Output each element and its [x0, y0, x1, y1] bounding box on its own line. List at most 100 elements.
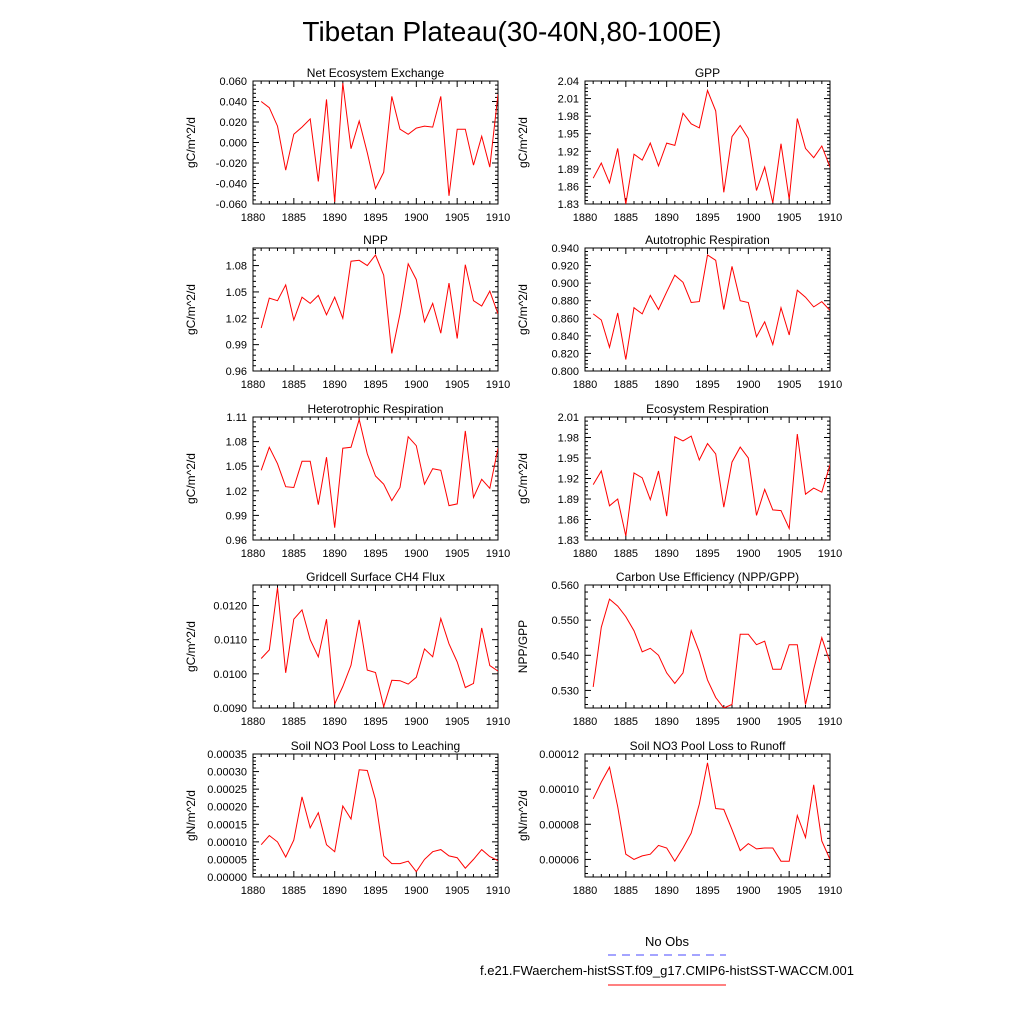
plot-frame: [252, 80, 499, 205]
y-tick-label: 0.96: [226, 535, 247, 547]
y-tick-label: 1.86: [558, 181, 579, 193]
x-tick-label: 1890: [322, 716, 346, 728]
y-axis-label: gC/m^2/d: [184, 284, 198, 335]
y-tick-label: 0.00000: [207, 872, 247, 884]
y-tick-label: -0.060: [216, 199, 247, 211]
x-tick-label: 1900: [736, 885, 760, 897]
x-tick-label: 1895: [363, 548, 387, 560]
x-tick-label: 1880: [241, 212, 265, 224]
y-tick-label: 1.02: [226, 313, 247, 325]
y-tick-label: 0.00010: [539, 784, 579, 796]
x-tick-label: 1885: [282, 885, 306, 897]
y-tick-label: 0.560: [551, 580, 579, 592]
x-tick-label: 1885: [282, 548, 306, 560]
x-tick-label: 1910: [486, 885, 510, 897]
panel-title: GPP: [695, 66, 720, 80]
y-tick-label: 0.00025: [207, 784, 247, 796]
x-tick-label: 1890: [654, 885, 678, 897]
y-tick-label: 0.0120: [213, 601, 247, 613]
plot-frame: [584, 753, 831, 878]
x-tick-label: 1890: [654, 716, 678, 728]
x-tick-label: 1905: [777, 716, 801, 728]
y-tick-label: 2.04: [558, 76, 579, 88]
x-tick-label: 1880: [573, 212, 597, 224]
x-tick-label: 1885: [282, 212, 306, 224]
y-tick-label: 0.550: [551, 615, 579, 627]
plot-frame: [252, 416, 499, 541]
y-tick-label: 1.95: [558, 129, 579, 141]
series-line: [592, 434, 830, 537]
y-tick-label: -0.040: [216, 179, 247, 191]
panel-autotrophic-respiration: Autotrophic Respiration gC/m^2/d 1880 1885 1…: [516, 233, 842, 391]
panel-heterotrophic-respiration: Heterotrophic Respiration gC/m^2/d 1880 188…: [184, 402, 510, 560]
panels: Net Ecosystem Exchange gC/m^2/d 1880 1885 18…: [184, 66, 842, 897]
x-tick-label: 1885: [614, 548, 638, 560]
x-tick-label: 1880: [241, 548, 265, 560]
y-tick-label: 0.880: [551, 296, 579, 308]
x-tick-label: 1900: [404, 548, 428, 560]
panel-soil-no3-pool-loss-to-runoff: Soil NO3 Pool Loss to Runoff gN/m^2/d 1880…: [516, 739, 842, 897]
x-tick-label: 1885: [614, 212, 638, 224]
x-tick-label: 1890: [654, 548, 678, 560]
y-tick-label: 0.00010: [207, 837, 247, 849]
x-tick-label: 1900: [404, 885, 428, 897]
y-tick-label: -0.020: [216, 158, 247, 170]
x-tick-label: 1910: [486, 379, 510, 391]
x-tick-label: 1905: [777, 548, 801, 560]
x-tick-label: 1885: [282, 379, 306, 391]
panel-title: Autotrophic Respiration: [645, 233, 770, 247]
panel-carbon-use-efficiency-npp-gpp: Carbon Use Efficiency (NPP/GPP) NPP/GPP 18…: [516, 570, 842, 728]
x-tick-label: 1905: [445, 885, 469, 897]
x-tick-label: 1890: [322, 885, 346, 897]
legend-label-model: f.e21.FWaerchem-histSST.f09_g17.CMIP6-hi…: [480, 963, 854, 978]
panel-net-ecosystem-exchange: Net Ecosystem Exchange gC/m^2/d 1880 1885 18…: [184, 66, 510, 224]
y-axis-label: gC/m^2/d: [184, 117, 198, 168]
panel-title: Carbon Use Efficiency (NPP/GPP): [616, 570, 799, 584]
series-line: [592, 762, 830, 863]
x-tick-label: 1900: [404, 716, 428, 728]
x-tick-label: 1910: [818, 212, 842, 224]
y-tick-label: 0.530: [551, 685, 579, 697]
x-tick-label: 1890: [322, 379, 346, 391]
series-line: [260, 417, 498, 528]
y-tick-label: 0.840: [551, 331, 579, 343]
y-tick-label: 0.0090: [213, 703, 247, 715]
y-tick-label: 1.95: [558, 453, 579, 465]
y-tick-label: 0.00015: [207, 819, 247, 831]
x-tick-label: 1900: [736, 716, 760, 728]
x-tick-label: 1895: [363, 716, 387, 728]
y-tick-label: 1.08: [226, 261, 247, 273]
x-tick-label: 1910: [486, 548, 510, 560]
x-tick-label: 1885: [282, 716, 306, 728]
y-tick-label: 0.900: [551, 278, 579, 290]
x-tick-label: 1905: [777, 885, 801, 897]
y-tick-label: 0.920: [551, 261, 579, 273]
y-tick-label: 1.92: [558, 474, 579, 486]
y-tick-label: 0.040: [219, 97, 247, 109]
panel-title: NPP: [363, 233, 388, 247]
y-tick-label: 1.83: [558, 199, 579, 211]
y-tick-label: 0.00030: [207, 767, 247, 779]
figure-title: Tibetan Plateau(30-40N,80-100E): [302, 16, 721, 47]
y-tick-label: 0.99: [226, 510, 247, 522]
x-tick-label: 1880: [573, 379, 597, 391]
y-tick-label: 0.800: [551, 366, 579, 378]
x-tick-label: 1880: [241, 885, 265, 897]
panel-gpp: GPP gC/m^2/d 1880 1885 1890 1895 1900 1905 1910 1…: [516, 66, 842, 224]
x-tick-label: 1895: [363, 885, 387, 897]
y-tick-label: 0.00005: [207, 854, 247, 866]
y-axis-label: gC/m^2/d: [516, 453, 530, 504]
x-tick-label: 1880: [573, 716, 597, 728]
x-tick-label: 1900: [404, 379, 428, 391]
x-tick-label: 1880: [241, 716, 265, 728]
y-tick-label: 1.89: [558, 494, 579, 506]
y-tick-label: 0.0110: [214, 635, 247, 647]
y-tick-label: 0.00012: [539, 749, 579, 761]
x-tick-label: 1895: [695, 716, 719, 728]
series-line: [260, 83, 498, 203]
y-axis-label: gN/m^2/d: [516, 790, 530, 841]
x-tick-label: 1910: [486, 212, 510, 224]
x-tick-label: 1905: [445, 548, 469, 560]
series-line: [592, 598, 830, 708]
